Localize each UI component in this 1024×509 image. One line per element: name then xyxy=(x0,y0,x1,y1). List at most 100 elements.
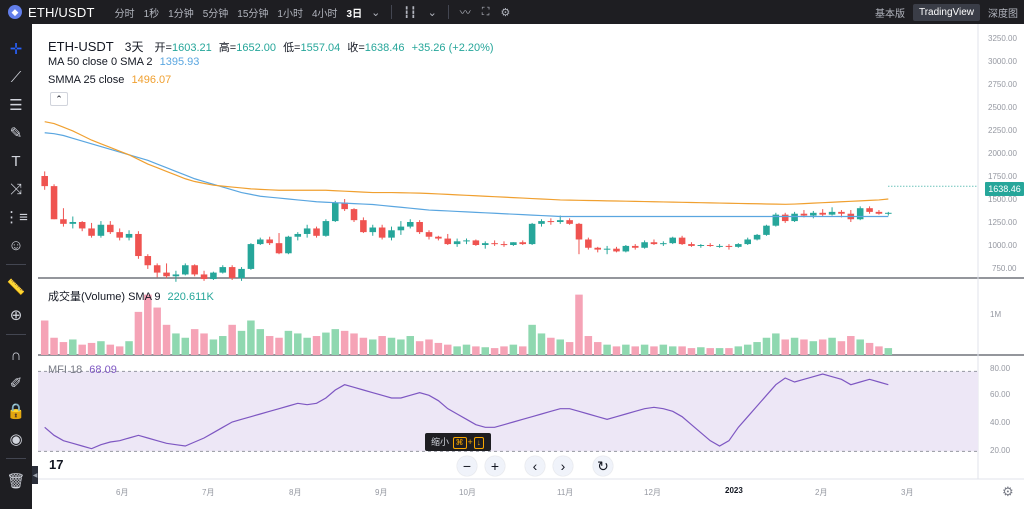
interval-4h[interactable]: 4小时 xyxy=(311,8,338,20)
interval-1m[interactable]: 1分钟 xyxy=(168,8,194,20)
chevron-down-icon[interactable]: ⌄ xyxy=(427,6,437,19)
horizontal-lines-icon[interactable]: ☰ xyxy=(9,97,23,114)
candle-body xyxy=(556,220,564,222)
lock-icon[interactable]: 🔒 xyxy=(6,403,26,420)
candle-body xyxy=(341,202,348,210)
smma-line xyxy=(44,121,889,205)
view-switcher: 基本版 TradingView 深度图 xyxy=(867,0,1024,24)
candle-body xyxy=(360,220,367,233)
candle-body xyxy=(528,223,536,245)
volume-bar xyxy=(772,333,780,355)
volume-bar xyxy=(369,339,377,355)
volume-bar xyxy=(256,329,265,355)
volume-bar xyxy=(444,344,452,355)
zoom-in-icon[interactable]: ⊕ xyxy=(9,307,23,324)
candle-body xyxy=(510,242,517,245)
magnet-icon[interactable]: ∩ xyxy=(10,346,22,364)
volume-bar xyxy=(415,341,424,355)
toolbar-divider xyxy=(447,5,449,19)
candle-body xyxy=(697,245,705,246)
volume-bar xyxy=(706,348,714,355)
view-depth[interactable]: 深度图 xyxy=(988,8,1018,20)
ma-legend: MA 50 close 0 SMA 2 1395.93 xyxy=(48,56,199,68)
candle-body xyxy=(491,243,498,245)
drawing-toolbar: ✛ ⟋ ☰ ✎ T ⤨ ⋮≡ ☺ 📏 ⊕ ∩ ✐ 🔒 ◉ 🗑 xyxy=(0,24,32,509)
emoji-icon[interactable]: ☺ xyxy=(8,236,24,254)
volume-bar xyxy=(97,341,105,355)
interval-1h[interactable]: 1小时 xyxy=(277,8,303,20)
interval-5m[interactable]: 5分钟 xyxy=(202,8,229,20)
brush-icon[interactable]: ✎ xyxy=(9,125,23,142)
volume-bar xyxy=(631,346,639,355)
candle-body xyxy=(238,268,245,279)
pattern-icon[interactable]: ⤨ xyxy=(9,180,22,198)
interval-3d[interactable]: 3日 xyxy=(346,8,363,20)
zoom-out-button[interactable]: − xyxy=(457,456,477,476)
candle-body xyxy=(191,265,198,275)
symbol-name[interactable]: ETH/USDT xyxy=(28,4,95,20)
candle-body xyxy=(650,242,658,245)
volume-bar xyxy=(303,337,311,355)
candle-body xyxy=(153,265,161,273)
lock-drawing-icon[interactable]: ✐ xyxy=(9,375,23,392)
candle-body xyxy=(350,209,358,221)
volume-bar xyxy=(172,333,180,355)
legend-high-label: 高= xyxy=(218,42,237,54)
volume-bar xyxy=(612,346,621,355)
fullscreen-icon[interactable]: ⛶ xyxy=(481,5,490,18)
candle-body xyxy=(294,233,302,237)
trend-line-icon[interactable]: ⟋ xyxy=(10,68,22,86)
candle-body xyxy=(603,248,611,250)
volume-value: 220.611K xyxy=(167,291,214,303)
text-icon[interactable]: T xyxy=(11,152,21,170)
price-tick: 3250.00 xyxy=(988,34,1017,43)
candle-body xyxy=(575,223,583,240)
scroll-left-button[interactable]: ‹ xyxy=(525,456,545,476)
candle-body xyxy=(566,220,573,224)
view-basic[interactable]: 基本版 xyxy=(874,8,905,20)
indicator-icon[interactable]: 〰 xyxy=(459,7,471,19)
candle-body xyxy=(97,224,105,236)
collapse-legend-button[interactable]: ⌃ xyxy=(50,92,68,106)
candle-body xyxy=(285,236,292,254)
legend-close: 1638.46 xyxy=(364,42,405,54)
chart-svg[interactable] xyxy=(38,24,1024,509)
candle-type-icon[interactable]: ┇┇ xyxy=(403,6,417,19)
candle-body xyxy=(88,228,95,236)
scroll-right-button[interactable]: › xyxy=(553,456,573,476)
chevron-down-icon[interactable]: ⌄ xyxy=(371,6,381,19)
candle-body xyxy=(331,202,339,222)
chart-area[interactable]: ETH-USDT 3天 开=1603.21 高=1652.00 低=1557.0… xyxy=(38,24,1024,509)
interval-tick[interactable]: 分时 xyxy=(114,8,135,20)
ruler-icon[interactable]: 📏 xyxy=(6,279,26,296)
volume-bar xyxy=(359,337,368,355)
price-tick: 2250.00 xyxy=(988,126,1017,135)
time-tick: 7月 xyxy=(202,488,215,497)
gear-icon[interactable]: ⚙ xyxy=(500,6,511,19)
gear-icon[interactable]: ⚙ xyxy=(1002,484,1014,499)
interval-15m[interactable]: 15分钟 xyxy=(237,8,269,20)
collapse-toolbar-tab[interactable]: ◀ xyxy=(32,466,38,484)
volume-bar xyxy=(406,336,415,355)
crosshair-icon[interactable]: ✛ xyxy=(9,41,23,58)
candle-body xyxy=(735,244,742,247)
interval-1s[interactable]: 1秒 xyxy=(143,8,160,20)
time-tick: 9月 xyxy=(375,488,388,497)
candle-body xyxy=(763,225,770,235)
candle-body xyxy=(135,233,142,257)
volume-bar xyxy=(200,333,208,355)
volume-bar xyxy=(715,348,724,355)
volume-bar xyxy=(743,344,752,355)
reset-chart-button[interactable]: ↻ xyxy=(593,456,613,476)
zoom-in-button[interactable]: + xyxy=(485,456,505,476)
legend-change: +35.26 (+2.20%) xyxy=(411,42,494,54)
candle-body xyxy=(622,245,630,252)
eye-icon[interactable]: ◉ xyxy=(9,431,23,448)
tool-divider xyxy=(6,334,26,335)
volume-bar xyxy=(884,348,893,355)
volume-bar xyxy=(275,337,283,355)
fib-icon[interactable]: ⋮≡ xyxy=(4,209,28,226)
volume-bar xyxy=(753,342,761,355)
view-tradingview[interactable]: TradingView xyxy=(912,3,980,21)
trash-icon[interactable]: 🗑 xyxy=(6,473,26,490)
